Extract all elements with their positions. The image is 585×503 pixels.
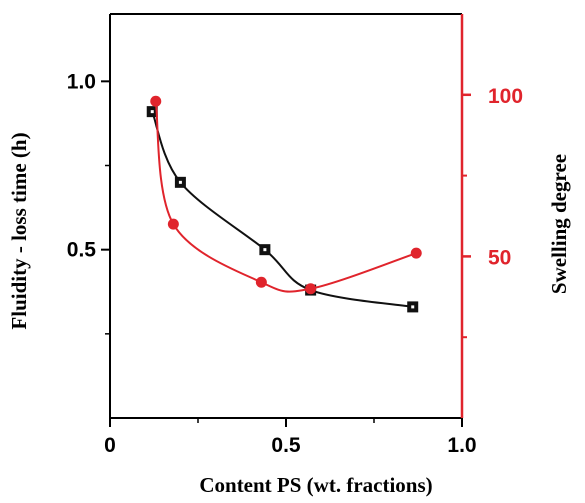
data-point-circle: [305, 283, 317, 295]
x-tick-label: 1.0: [447, 434, 476, 457]
x-axis-title: Content PS (wt. fractions): [199, 473, 432, 497]
data-point-square-center: [411, 305, 415, 309]
x-tick-label: 0: [104, 434, 116, 457]
y-left-tick-label: 0.5: [67, 239, 97, 262]
data-point-square-center: [178, 180, 182, 184]
data-point-circle: [167, 218, 179, 230]
data-point-square-center: [150, 110, 154, 114]
data-point-square-center: [263, 248, 267, 252]
data-point-circle: [255, 276, 267, 288]
data-point-circle: [150, 95, 162, 107]
y-right-axis-title: Swelling degree: [547, 154, 571, 294]
y-left-tick-label: 1.0: [67, 70, 96, 93]
y-right-tick-label: 50: [488, 246, 511, 269]
data-point-circle: [410, 247, 422, 259]
x-tick-label: 0.5: [271, 434, 301, 457]
series-line: [151, 111, 413, 308]
series-fluidity-loss-time: [146, 106, 419, 313]
y-left-axis-title: Fluidity - loss time (h): [7, 132, 31, 329]
series-line: [154, 101, 417, 293]
y-right-tick-label: 100: [488, 85, 523, 108]
series-swelling-degree: [150, 95, 422, 295]
